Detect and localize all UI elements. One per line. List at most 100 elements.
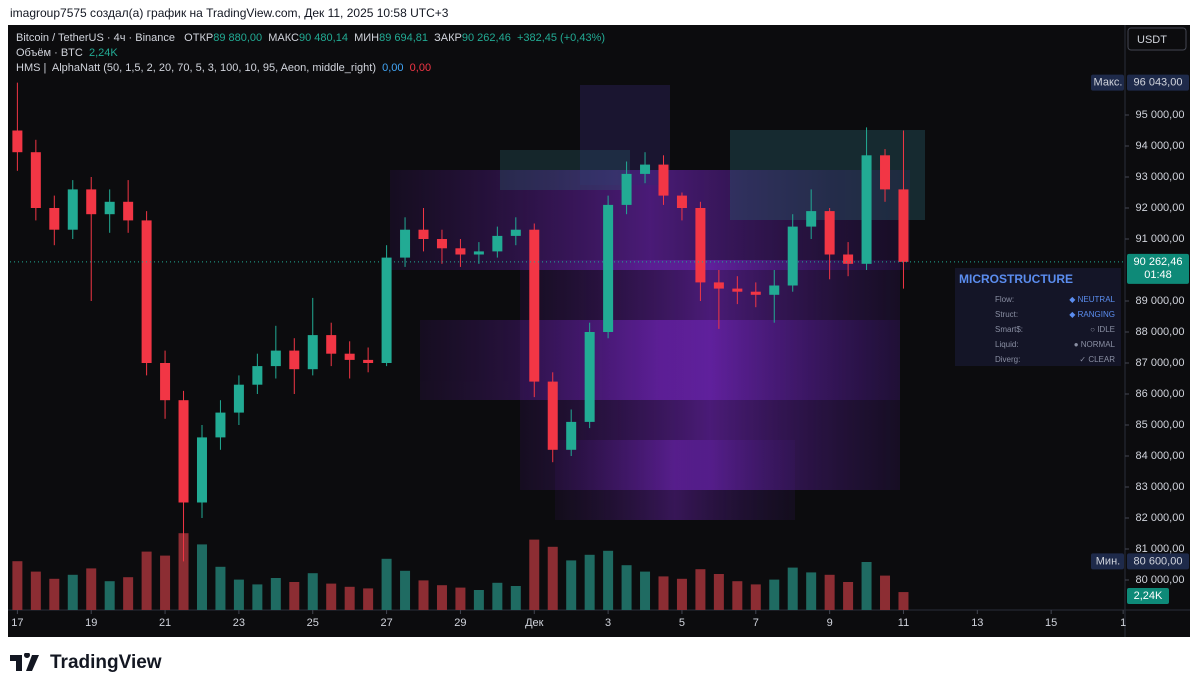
ohlc-value: 90 480,14 [299, 32, 348, 44]
volume-bar [843, 582, 854, 610]
volume-bar [363, 588, 374, 610]
candle-body [861, 155, 872, 264]
candle-body [363, 359, 374, 363]
y-tick-label: 85 000,00 [1136, 419, 1185, 431]
panel-row: Struct: ◆ RANGING [955, 307, 1121, 322]
candle-body [141, 220, 152, 363]
y-tick-label: 91 000,00 [1136, 233, 1185, 245]
volume-bar [676, 578, 687, 610]
volume-bar [123, 577, 134, 610]
volume-bar [455, 587, 466, 610]
candle-body [196, 437, 207, 503]
candle-body [695, 207, 706, 283]
candle-body [584, 331, 595, 422]
panel-label: Diverg: [995, 355, 1021, 364]
panel-row: Smart$: ○ IDLE [955, 322, 1121, 337]
x-tick-label: 5 [679, 617, 685, 629]
attribution: imagroup7575 создал(а) график на Trading… [10, 6, 449, 20]
candle-body [381, 257, 392, 363]
candle-body [898, 189, 909, 262]
ohlc-value: 90 262,46 [461, 32, 511, 44]
volume-bar [510, 586, 521, 610]
symbol-legend: Bitcoin / TetherUS · 4ч · Binance ОТКР89… [16, 32, 605, 44]
microstructure-panel: MICROSTRUCTURE Flow: ◆ NEUTRAL Struct: ◆ RA… [955, 268, 1121, 366]
volume-bar [732, 581, 743, 610]
indicator-name: HMS [16, 62, 41, 74]
volume-bar [344, 586, 355, 610]
volume-bar [769, 579, 780, 610]
panel-row: Flow: ◆ NEUTRAL [955, 292, 1121, 307]
y-tick-label: 81 000,00 [1136, 543, 1185, 555]
candle-body [676, 195, 687, 208]
x-tick-label: 29 [454, 617, 466, 629]
volume-bar [547, 546, 558, 610]
volume-bar [658, 576, 669, 610]
candle-body [824, 211, 835, 255]
volume-bar [584, 554, 595, 610]
candle-body [178, 400, 189, 503]
volume-bar [418, 580, 429, 610]
x-tick-label: 15 [1045, 617, 1057, 629]
candle-body [12, 130, 23, 153]
volume-bar [307, 573, 318, 610]
volume-bar [898, 592, 909, 610]
volume-bar [289, 582, 300, 610]
volume-bar [861, 562, 872, 610]
indicator-value: 0,00 [382, 62, 404, 74]
panel-title: MICROSTRUCTURE [959, 272, 1073, 286]
volume-bar [270, 578, 281, 610]
x-tick-label: 13 [971, 617, 983, 629]
volume-bar [252, 584, 263, 610]
marker-name: Макс. [1094, 77, 1123, 89]
last-price-label: 90 262,46 [1134, 256, 1183, 268]
volume-bar [713, 574, 724, 610]
x-tick-label: 3 [605, 617, 611, 629]
volume-badge [1127, 588, 1169, 604]
countdown: 01:48 [1144, 269, 1172, 281]
candle-body [30, 152, 41, 208]
marker-name: Мин. [1096, 555, 1120, 567]
volume-badge-label: 2,24K [1134, 590, 1163, 602]
volume-bar [49, 578, 60, 610]
candle-body [123, 201, 134, 221]
indicator-legend: HMS | AlphaNatt (50, 1,5, 2, 20, 70, 5, … [16, 62, 432, 74]
marker-name-badge [1091, 74, 1124, 91]
currency-box[interactable] [1127, 27, 1187, 51]
candle-body [326, 335, 337, 354]
y-tick-label: 89 000,00 [1136, 295, 1185, 307]
candle-body [270, 350, 281, 367]
panel-label: Struct: [995, 310, 1019, 319]
candle-body [547, 381, 558, 450]
candle-body [750, 291, 761, 295]
volume-bar [381, 558, 392, 610]
candle-body [806, 211, 817, 227]
volume-bar [473, 590, 484, 610]
panel-row: Diverg: ✓ CLEAR [955, 352, 1121, 367]
x-tick-label: 19 [85, 617, 97, 629]
volume-bar [160, 555, 171, 610]
candle-body [769, 285, 780, 295]
candle-body [418, 229, 429, 239]
panel-value: ✓ CLEAR [1079, 355, 1115, 364]
volume-bar [30, 571, 41, 610]
volume-bar [492, 582, 503, 610]
x-tick-label: 23 [233, 617, 245, 629]
candle-body [880, 155, 891, 190]
panel-label: Smart$: [995, 325, 1024, 334]
candle-body [640, 164, 651, 174]
candle-body [436, 238, 447, 249]
volume-legend: Объём · BTC 2,24K [16, 47, 118, 59]
volume-bar [12, 561, 23, 610]
ohlc-name: ОТКР [184, 32, 214, 44]
volume-bar [824, 574, 835, 610]
y-tick-label: 86 000,00 [1136, 388, 1185, 400]
candle-body [233, 384, 244, 413]
candle-body [289, 350, 300, 370]
y-tick-label: 94 000,00 [1136, 140, 1185, 152]
candle-body [843, 254, 854, 264]
indicator-value: 0,00 [409, 62, 432, 74]
x-tick-label: 21 [159, 617, 171, 629]
candle-body [473, 251, 484, 255]
y-tick-label: 87 000,00 [1136, 357, 1185, 369]
ohlc-name: ЗАКР [434, 32, 462, 44]
